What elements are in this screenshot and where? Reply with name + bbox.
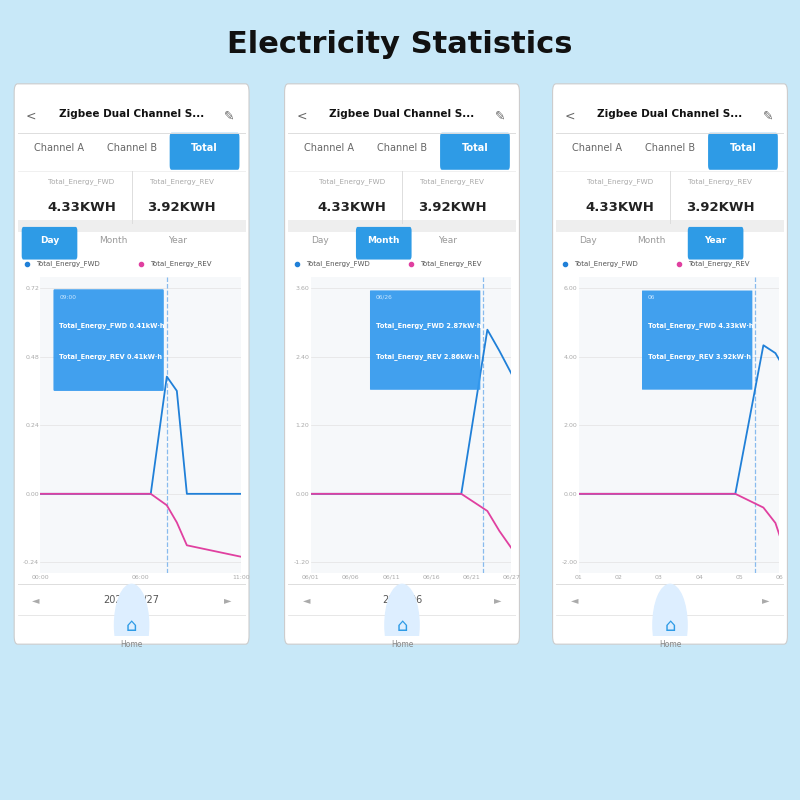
Text: ⌂: ⌂ [664, 618, 676, 635]
Text: ✎: ✎ [762, 110, 774, 122]
Circle shape [653, 584, 687, 666]
Text: <: < [297, 110, 307, 122]
Text: Total_Energy_REV: Total_Energy_REV [150, 178, 214, 185]
Text: Home: Home [121, 640, 142, 650]
Text: 2023/06: 2023/06 [382, 595, 422, 605]
Text: 06/26: 06/26 [376, 295, 393, 300]
Text: Day: Day [579, 236, 597, 245]
Text: Year: Year [438, 236, 457, 245]
Text: Total_Energy_FWD 4.33kW·h: Total_Energy_FWD 4.33kW·h [648, 322, 754, 329]
Text: Total_Energy_REV: Total_Energy_REV [420, 261, 482, 267]
Text: Channel A: Channel A [34, 143, 84, 153]
FancyBboxPatch shape [22, 227, 78, 259]
Text: Channel B: Channel B [645, 143, 695, 153]
FancyBboxPatch shape [556, 220, 784, 232]
Text: ►: ► [762, 595, 770, 605]
Text: Channel B: Channel B [377, 143, 427, 153]
Text: ⌂: ⌂ [396, 618, 408, 635]
Text: Channel A: Channel A [304, 143, 354, 153]
Text: ⌂: ⌂ [126, 618, 138, 635]
Text: Month: Month [367, 236, 400, 245]
Text: Home: Home [659, 640, 681, 650]
Text: 4.33KWH: 4.33KWH [586, 201, 654, 214]
FancyBboxPatch shape [440, 133, 510, 170]
Text: Total_Energy_REV 0.41kW·h: Total_Energy_REV 0.41kW·h [59, 354, 162, 361]
Text: 3.92KWH: 3.92KWH [418, 201, 486, 214]
Text: Total: Total [191, 143, 218, 153]
Text: ◄: ◄ [32, 595, 39, 605]
Text: Year: Year [705, 236, 726, 245]
FancyBboxPatch shape [642, 290, 752, 390]
Text: Total_Energy_REV: Total_Energy_REV [688, 261, 750, 267]
Text: Day: Day [311, 236, 329, 245]
Text: Zigbee Dual Channel S...: Zigbee Dual Channel S... [59, 110, 204, 119]
Text: ◄: ◄ [570, 595, 578, 605]
Text: Total_Energy_REV: Total_Energy_REV [150, 261, 211, 267]
Text: ◄: ◄ [302, 595, 310, 605]
Text: 09:00: 09:00 [59, 295, 77, 300]
FancyBboxPatch shape [18, 220, 246, 232]
Text: Total_Energy_REV: Total_Energy_REV [688, 178, 752, 185]
Text: Total_Energy_FWD: Total_Energy_FWD [48, 178, 114, 185]
FancyBboxPatch shape [356, 227, 411, 259]
FancyBboxPatch shape [688, 227, 743, 259]
Text: ►: ► [494, 595, 502, 605]
Text: Total_Energy_REV: Total_Energy_REV [420, 178, 484, 185]
Text: 2023/06/27: 2023/06/27 [104, 595, 160, 605]
Text: 4.33KWH: 4.33KWH [47, 201, 116, 214]
Text: <: < [26, 110, 37, 122]
Text: Home: Home [391, 640, 413, 650]
Text: Month: Month [99, 236, 127, 245]
Text: Total_Energy_REV 2.86kW·h: Total_Energy_REV 2.86kW·h [376, 354, 479, 361]
Text: <: < [565, 110, 575, 122]
FancyBboxPatch shape [708, 133, 778, 170]
Text: Channel B: Channel B [106, 143, 157, 153]
Text: 4.33KWH: 4.33KWH [318, 201, 386, 214]
FancyBboxPatch shape [370, 290, 480, 390]
FancyBboxPatch shape [170, 133, 239, 170]
Text: Total_Energy_FWD: Total_Energy_FWD [318, 178, 385, 185]
Text: Total_Energy_FWD: Total_Energy_FWD [306, 261, 370, 267]
Text: Total: Total [462, 143, 488, 153]
Text: ►: ► [224, 595, 231, 605]
Text: Zigbee Dual Channel S...: Zigbee Dual Channel S... [598, 110, 742, 119]
Text: 3.92KWH: 3.92KWH [147, 201, 216, 214]
Text: ✎: ✎ [494, 110, 506, 122]
Text: Month: Month [638, 236, 666, 245]
Text: Total_Energy_FWD: Total_Energy_FWD [574, 261, 638, 267]
Circle shape [385, 584, 419, 666]
Text: 2023: 2023 [658, 595, 682, 605]
Text: Total_Energy_FWD 2.87kW·h: Total_Energy_FWD 2.87kW·h [376, 322, 482, 329]
FancyBboxPatch shape [288, 220, 516, 232]
Text: Channel A: Channel A [572, 143, 622, 153]
Text: Total_Energy_FWD: Total_Energy_FWD [586, 178, 653, 185]
Text: Day: Day [40, 236, 59, 245]
Text: ✎: ✎ [224, 110, 235, 122]
FancyBboxPatch shape [54, 290, 164, 391]
Text: Electricity Statistics: Electricity Statistics [227, 30, 573, 59]
Text: Total: Total [730, 143, 756, 153]
Text: Total_Energy_REV 3.92kW·h: Total_Energy_REV 3.92kW·h [648, 354, 751, 361]
Text: 3.92KWH: 3.92KWH [686, 201, 754, 214]
FancyBboxPatch shape [285, 84, 519, 644]
Circle shape [114, 584, 149, 666]
Text: Total_Energy_FWD 0.41kW·h: Total_Energy_FWD 0.41kW·h [59, 322, 165, 329]
FancyBboxPatch shape [14, 84, 249, 644]
FancyBboxPatch shape [553, 84, 787, 644]
Text: Year: Year [168, 236, 186, 245]
Text: 06: 06 [648, 295, 655, 300]
Text: Total_Energy_FWD: Total_Energy_FWD [36, 261, 99, 267]
Text: Zigbee Dual Channel S...: Zigbee Dual Channel S... [330, 110, 474, 119]
